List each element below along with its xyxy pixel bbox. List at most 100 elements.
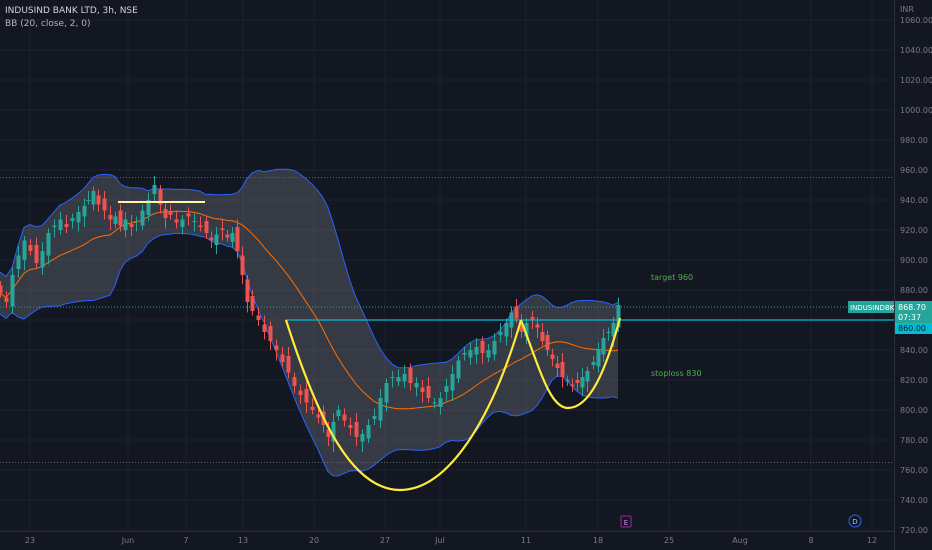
candle-body xyxy=(611,323,616,337)
candle-body xyxy=(28,245,33,251)
candle-body xyxy=(585,371,590,382)
y-tick-label: 760.00 xyxy=(900,466,928,475)
candle-body xyxy=(16,255,21,269)
candle-body xyxy=(366,425,371,439)
candle-body xyxy=(316,414,321,418)
bb-fill xyxy=(0,169,618,476)
y-tick-label: 900.00 xyxy=(900,256,928,265)
x-tick-label: 23 xyxy=(25,536,35,545)
candle-body xyxy=(474,347,479,355)
candle-body xyxy=(480,341,485,353)
candle-body xyxy=(450,374,455,391)
x-tick-label: 18 xyxy=(593,536,603,545)
y-tick-label: 720.00 xyxy=(900,526,928,535)
candle-body xyxy=(504,323,509,337)
candle-body xyxy=(545,335,550,350)
candle-body xyxy=(256,315,261,320)
candle-body xyxy=(596,350,601,367)
y-tick-label: 780.00 xyxy=(900,436,928,445)
candle-body xyxy=(220,228,225,230)
candle-body xyxy=(426,386,431,398)
candle-body xyxy=(186,213,191,217)
candle-body xyxy=(616,305,621,328)
candle-body xyxy=(146,200,151,215)
symbol-tag-text: INDUSINDBK xyxy=(850,304,895,312)
y-tick-label: 960.00 xyxy=(900,166,928,175)
candle-body xyxy=(123,219,128,230)
candle-body xyxy=(22,240,27,260)
candle-body xyxy=(390,377,395,378)
x-tick-label: 7 xyxy=(183,536,188,545)
bb-upper xyxy=(0,168,619,369)
candle-body xyxy=(134,221,139,222)
candle-body xyxy=(152,185,157,194)
candle-body xyxy=(591,362,596,365)
earnings-marker-icon[interactable] xyxy=(620,515,632,528)
candle-body xyxy=(304,389,309,403)
candle-body xyxy=(342,414,347,421)
y-tick-label: 940.00 xyxy=(900,196,928,205)
candle-body xyxy=(550,354,555,359)
y-tick-label: 980.00 xyxy=(900,136,928,145)
y-tick-label: 1000.00 xyxy=(900,106,932,115)
candle-body xyxy=(414,383,419,388)
candle-body xyxy=(570,384,575,386)
y-tick-label: 820.00 xyxy=(900,376,928,385)
candle-body xyxy=(408,368,413,383)
symbol-title[interactable]: INDUSIND BANK LTD, 3h, NSE xyxy=(5,6,138,16)
candle-body xyxy=(580,377,585,388)
candle-body xyxy=(486,350,491,358)
candle-body xyxy=(40,251,45,268)
target-annotation: target 960 xyxy=(651,273,693,282)
candle-body xyxy=(46,233,51,256)
candle-body xyxy=(560,362,565,377)
y-tick-label: 740.00 xyxy=(900,496,928,505)
time-axis[interactable]: 23 Jun 7 13 20 27 Jul 11 18 25 Aug 8 12 xyxy=(0,531,894,546)
candle-body xyxy=(209,237,214,241)
candle-body xyxy=(298,390,303,395)
y-tick-label: 920.00 xyxy=(900,226,928,235)
candle-body xyxy=(524,323,529,337)
price-axis[interactable]: INR 1060.00 1040.00 1020.00 1000.00 980.00 96… xyxy=(894,0,932,550)
candle-body xyxy=(163,209,168,218)
candle-body xyxy=(204,221,209,233)
candle-body xyxy=(86,200,91,201)
candle-body xyxy=(262,324,267,332)
candle-body xyxy=(118,210,123,226)
candle-body xyxy=(0,285,3,293)
candle-body xyxy=(274,345,279,350)
x-tick-label: 20 xyxy=(309,536,319,545)
dividend-marker-icon[interactable] xyxy=(848,514,862,528)
x-tick-label: 11 xyxy=(521,536,531,545)
candle-body xyxy=(462,353,467,355)
price-countdown: 07:37 xyxy=(898,313,921,322)
candle-body xyxy=(235,227,240,251)
level-tag xyxy=(895,323,932,334)
candle-body xyxy=(76,212,81,223)
candle-body xyxy=(70,218,75,221)
candle-body xyxy=(378,398,383,421)
candle-body xyxy=(402,374,407,382)
x-tick-label: Jul xyxy=(434,536,445,545)
y-tick-label: 840.00 xyxy=(900,346,928,355)
candle-body xyxy=(34,245,39,263)
candle-body xyxy=(286,356,291,373)
candle-body xyxy=(158,189,163,205)
y-tick-label: 880.00 xyxy=(900,286,928,295)
candle-body xyxy=(10,275,15,307)
indicator-label[interactable]: BB (20, close, 2, 0) xyxy=(5,19,91,29)
candle-body xyxy=(64,224,69,227)
earnings-marker-label: E xyxy=(624,519,628,527)
candle-body xyxy=(438,398,443,407)
x-tick-label: 12 xyxy=(867,536,877,545)
x-tick-label: Jun xyxy=(121,536,135,545)
y-tick-label: 1040.00 xyxy=(900,46,932,55)
y-tick-label: 1060.00 xyxy=(900,16,932,25)
x-tick-label: 27 xyxy=(380,536,390,545)
candle-body xyxy=(606,332,611,333)
candle-body xyxy=(354,422,359,437)
pattern-drawings: target 960 stoploss 830 xyxy=(118,201,894,492)
